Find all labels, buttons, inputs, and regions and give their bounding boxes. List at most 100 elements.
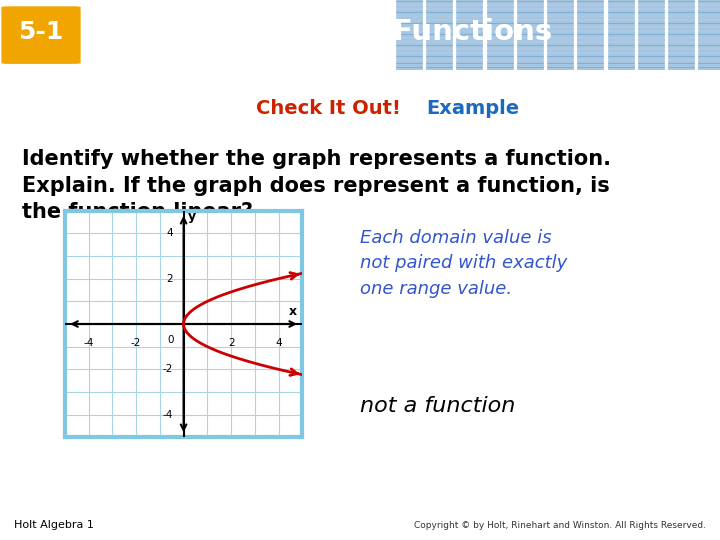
Bar [668, 2, 694, 4]
Bar [577, 34, 603, 37]
Bar [668, 38, 694, 41]
Bar [547, 52, 573, 56]
Bar [698, 31, 720, 33]
Bar [698, 23, 720, 26]
FancyBboxPatch shape [1, 6, 81, 64]
Bar [638, 2, 664, 4]
Bar [608, 19, 634, 23]
Bar [517, 27, 543, 30]
Bar [426, 19, 452, 23]
Bar [577, 9, 603, 12]
Bar [517, 49, 543, 52]
Bar [577, 27, 603, 30]
Bar [698, 56, 720, 59]
Bar [698, 19, 720, 23]
Bar [547, 31, 573, 33]
Bar [547, 49, 573, 52]
Bar [396, 19, 422, 23]
Bar [668, 42, 694, 45]
Bar [456, 64, 482, 66]
Bar [396, 45, 422, 48]
Bar [638, 38, 664, 41]
Text: not a function: not a function [360, 396, 516, 416]
Bar [426, 34, 452, 37]
Bar [487, 67, 513, 70]
Bar [638, 64, 664, 66]
Bar [547, 0, 573, 1]
Bar [426, 38, 452, 41]
Bar [396, 38, 422, 41]
Bar [456, 60, 482, 63]
Bar [577, 16, 603, 19]
Bar [487, 23, 513, 26]
Bar [668, 31, 694, 33]
Text: -4: -4 [163, 410, 173, 420]
Bar [517, 16, 543, 19]
Bar [517, 0, 543, 1]
Bar [517, 67, 543, 70]
Bar [638, 0, 664, 1]
Bar [487, 19, 513, 23]
Bar [577, 5, 603, 8]
Text: 4: 4 [166, 228, 173, 238]
Bar [577, 23, 603, 26]
Bar [456, 38, 482, 41]
Bar [426, 9, 452, 12]
Bar [577, 45, 603, 48]
Bar [698, 38, 720, 41]
Bar [608, 45, 634, 48]
Bar [608, 23, 634, 26]
Bar [547, 45, 573, 48]
Bar [517, 19, 543, 23]
Bar [487, 5, 513, 8]
Bar [396, 49, 422, 52]
Bar [577, 42, 603, 45]
Bar [547, 67, 573, 70]
Bar [608, 64, 634, 66]
Bar [517, 64, 543, 66]
Bar [396, 9, 422, 12]
Bar [396, 0, 422, 1]
Bar [577, 0, 603, 1]
Bar [608, 67, 634, 70]
Bar [426, 12, 452, 16]
Bar [608, 49, 634, 52]
Text: -2: -2 [163, 364, 173, 374]
Bar [517, 9, 543, 12]
Bar [668, 16, 694, 19]
Bar [396, 5, 422, 8]
Bar [668, 49, 694, 52]
Bar [698, 9, 720, 12]
Bar [577, 60, 603, 63]
Bar [638, 16, 664, 19]
Bar [456, 2, 482, 4]
Bar [577, 2, 603, 4]
Bar [456, 19, 482, 23]
Bar [638, 27, 664, 30]
Bar [456, 0, 482, 1]
Bar [638, 12, 664, 16]
Bar [608, 5, 634, 8]
Bar [487, 56, 513, 59]
Bar [698, 34, 720, 37]
Bar [487, 49, 513, 52]
Bar [577, 56, 603, 59]
Bar [547, 19, 573, 23]
Bar [608, 34, 634, 37]
Bar [426, 27, 452, 30]
Bar [698, 0, 720, 1]
Bar [426, 23, 452, 26]
Bar [577, 49, 603, 52]
Bar [608, 9, 634, 12]
Bar [608, 38, 634, 41]
Bar [517, 5, 543, 8]
Bar [517, 60, 543, 63]
Bar [577, 67, 603, 70]
Bar [487, 16, 513, 19]
Bar [608, 52, 634, 56]
Bar [517, 45, 543, 48]
Bar [577, 12, 603, 16]
Bar [396, 27, 422, 30]
Text: Each domain value is
not paired with exactly
one range value.: Each domain value is not paired with exa… [360, 228, 567, 298]
Bar [456, 9, 482, 12]
